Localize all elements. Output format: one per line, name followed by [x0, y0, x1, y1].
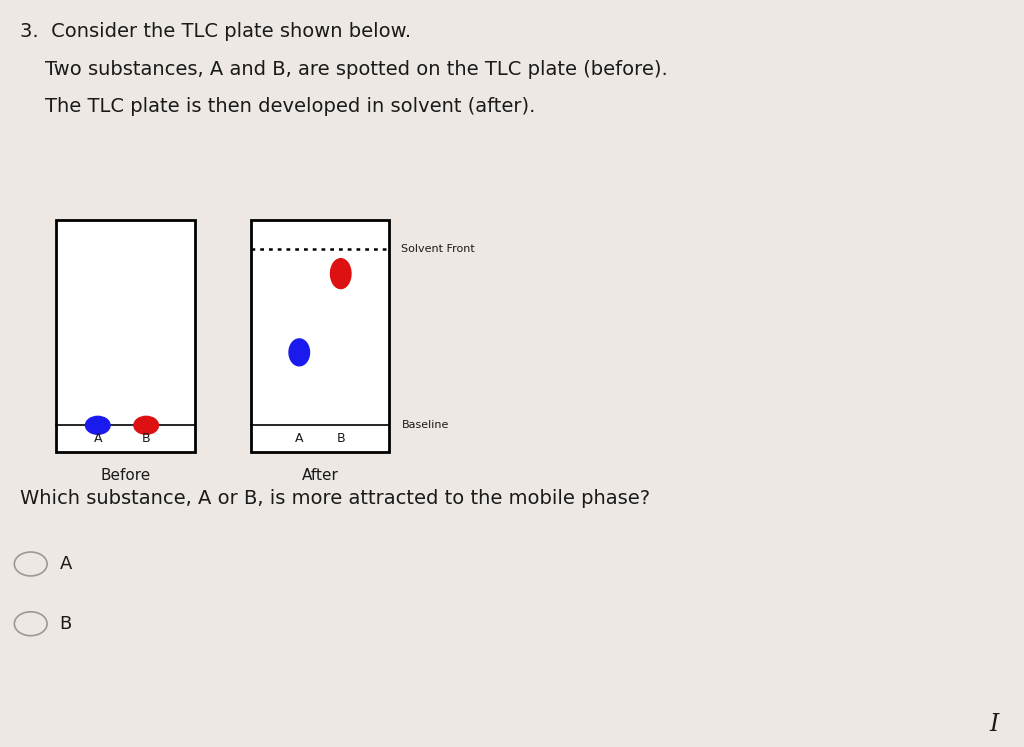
Text: After: After [301, 468, 339, 483]
Bar [56, 220, 195, 452]
Ellipse shape [134, 416, 159, 434]
Text: B: B [59, 615, 72, 633]
Text: 3.  Consider the TLC plate shown below.: 3. Consider the TLC plate shown below. [20, 22, 412, 41]
Text: Baseline: Baseline [401, 421, 449, 430]
Ellipse shape [331, 258, 351, 288]
Ellipse shape [86, 416, 111, 434]
Text: I: I [989, 713, 998, 736]
Text: B: B [337, 432, 345, 445]
Text: A: A [59, 555, 72, 573]
Ellipse shape [289, 339, 309, 366]
Text: Before: Before [100, 468, 151, 483]
Text: A: A [93, 432, 102, 445]
Text: Which substance, A or B, is more attracted to the mobile phase?: Which substance, A or B, is more attract… [20, 489, 650, 508]
Text: Two substances, A and B, are spotted on the TLC plate (before).: Two substances, A and B, are spotted on … [20, 60, 669, 78]
Text: The TLC plate is then developed in solvent (after).: The TLC plate is then developed in solve… [20, 97, 536, 116]
Text: Solvent Front: Solvent Front [401, 244, 475, 254]
Text: A: A [295, 432, 303, 445]
Text: B: B [142, 432, 151, 445]
Bar [251, 220, 389, 452]
